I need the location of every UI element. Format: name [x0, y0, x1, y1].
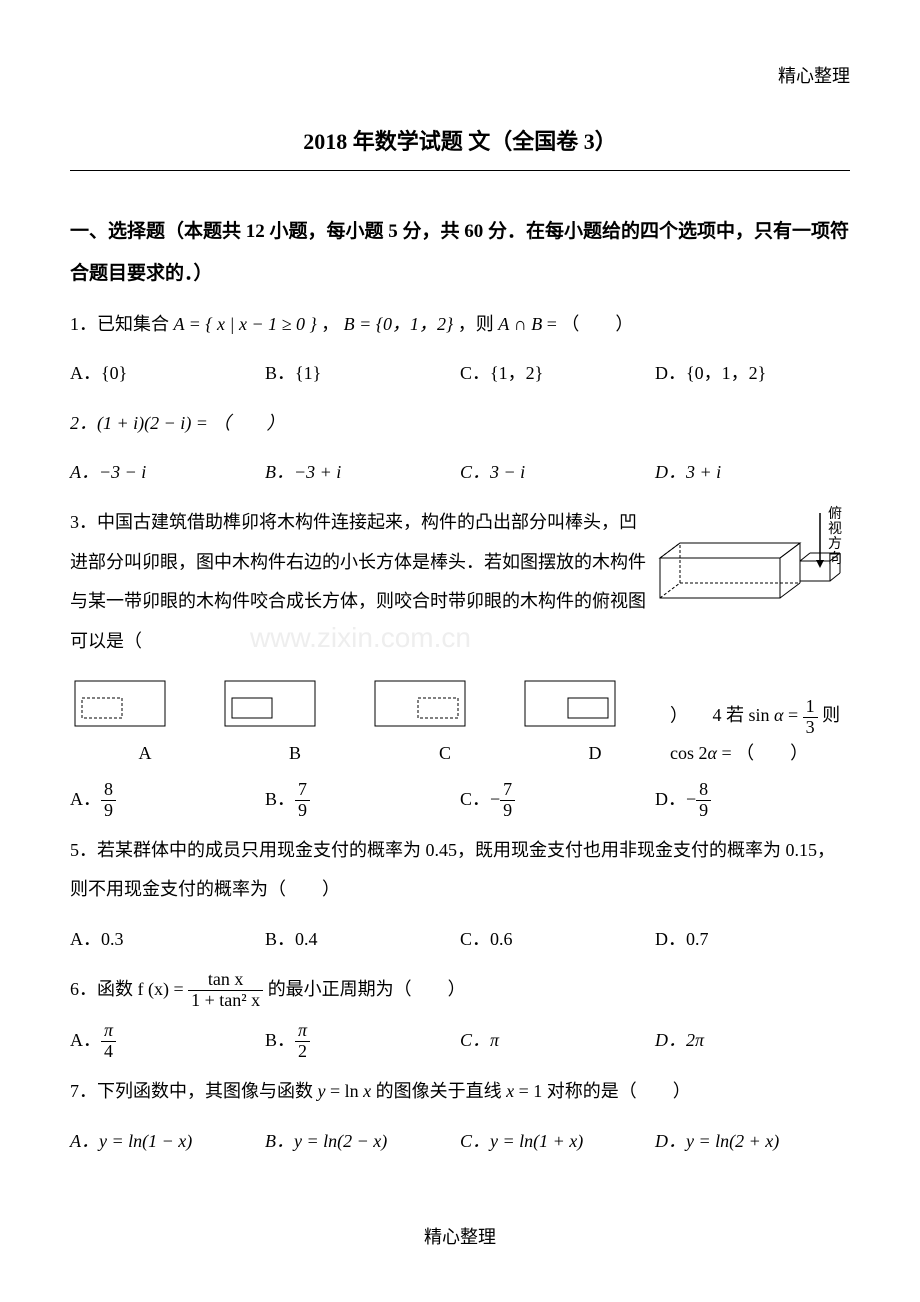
q6-option-d: D．2π: [655, 1021, 850, 1062]
q2-option-a: A．−3 − i: [70, 453, 265, 493]
svg-text:视: 视: [828, 521, 842, 537]
q7-option-c: C．y = ln(1 + x): [460, 1122, 655, 1162]
q2-option-c: C．3 − i: [460, 453, 655, 493]
q6-option-c: C．π: [460, 1021, 655, 1062]
q7-option-a: A．y = ln(1 − x): [70, 1122, 265, 1162]
option-a-icon: [70, 676, 170, 731]
q1-option-b: B．{1}: [265, 354, 460, 394]
question-1: 1．已知集合 A = { x | x − 1 ≥ 0 } ， B = {0，1，…: [70, 305, 850, 345]
page-footer: 精心整理: [70, 1221, 850, 1253]
q7-options: A．y = ln(1 − x) B．y = ln(2 − x) C．y = ln…: [70, 1122, 850, 1162]
q6-option-b: B．π2: [265, 1021, 460, 1062]
q3-closing-q4: ） 4 若 sin α = 13 则 cos 2α = （ ）: [670, 697, 850, 770]
q3-shape-c: C: [370, 676, 520, 769]
q4-sin-frac: 13: [803, 697, 818, 738]
q6-prefix: 6．函数 f (x) =: [70, 979, 188, 999]
q7-stem: 7．下列函数中，其图像与函数 y = ln x 的图像关于直线 x = 1 对称…: [70, 1081, 691, 1101]
option-c-icon: [370, 676, 470, 731]
q4-options: A．89 B．79 C．−79 D．−89: [70, 780, 850, 821]
q6-option-a: A．π4: [70, 1021, 265, 1062]
q5-option-c: C．0.6: [460, 920, 655, 960]
q3-label-c: C: [370, 737, 520, 769]
q3-label-b: B: [220, 737, 370, 769]
q3-figure: 俯 视 方 向: [650, 503, 850, 661]
q1-options: A．{0} B．{1} C．{1，2} D．{0，1，2}: [70, 354, 850, 394]
svg-text:方: 方: [828, 536, 842, 552]
question-2: 2．(1 + i)(2 − i) = （ ）: [70, 404, 850, 444]
q5-option-d: D．0.7: [655, 920, 850, 960]
question-7: 7．下列函数中，其图像与函数 y = ln x 的图像关于直线 x = 1 对称…: [70, 1072, 850, 1112]
question-3: 3．中国古建筑借助榫卯将木构件连接起来，构件的凸出部分叫棒头，凹进部分叫卯眼，图…: [70, 503, 850, 661]
q1-stem-suffix: ，则 A ∩ B = （ ）: [458, 314, 634, 334]
q7-option-d: D．y = ln(2 + x): [655, 1122, 850, 1162]
q6-frac: tan x 1 + tan² x: [188, 970, 263, 1011]
question-6: 6．函数 f (x) = tan x 1 + tan² x 的最小正周期为（ ）: [70, 970, 850, 1011]
q2-option-d: D．3 + i: [655, 453, 850, 493]
option-d-icon: [520, 676, 620, 731]
q6-suffix: 的最小正周期为（ ）: [268, 979, 466, 999]
q3-label-d: D: [520, 737, 670, 769]
q2-options: A．−3 − i B．−3 + i C．3 − i D．3 + i: [70, 453, 850, 493]
q1-option-a: A．{0}: [70, 354, 265, 394]
title-underline: [70, 170, 850, 171]
q3-shape-a: A: [70, 676, 220, 769]
q4-option-b: B．79: [265, 780, 460, 821]
q1-set-b: B = {0，1，2}: [344, 314, 454, 334]
svg-text:俯: 俯: [828, 506, 842, 522]
q1-stem-mid: ，: [321, 314, 344, 334]
q3-closing-paren: ）: [670, 705, 688, 725]
question-5: 5．若某群体中的成员只用现金支付的概率为 0.45，既用现金支付也用非现金支付的…: [70, 831, 850, 910]
page-header-right: 精心整理: [70, 60, 850, 92]
q1-stem-prefix: 1．已知集合: [70, 314, 174, 334]
page-title: 2018 年数学试题 文（全国卷 3）: [70, 122, 850, 162]
q3-shape-d: D: [520, 676, 670, 769]
q6-options: A．π4 B．π2 C．π D．2π: [70, 1021, 850, 1062]
section-1-header: 一、选择题（本题共 12 小题，每小题 5 分，共 60 分．在每小题给的四个选…: [70, 211, 850, 295]
option-b-icon: [220, 676, 320, 731]
q1-option-c: C．{1，2}: [460, 354, 655, 394]
q3-option-shapes: A B C D ） 4 若 sin α: [70, 676, 850, 769]
q4-option-d: D．−89: [655, 780, 850, 821]
q4-prefix: 4 若 sin α =: [713, 705, 803, 725]
q1-set-a: A = { x | x − 1 ≥ 0 }: [174, 314, 317, 334]
tenon-3d-icon: 俯 视 方 向: [650, 503, 850, 623]
q3-shape-b: B: [220, 676, 370, 769]
q3-stem: 3．中国古建筑借助榫卯将木构件连接起来，构件的凸出部分叫棒头，凹进部分叫卯眼，图…: [70, 503, 650, 661]
q5-option-b: B．0.4: [265, 920, 460, 960]
q7-option-b: B．y = ln(2 − x): [265, 1122, 460, 1162]
q4-option-c: C．−79: [460, 780, 655, 821]
q1-option-d: D．{0，1，2}: [655, 354, 850, 394]
q5-option-a: A．0.3: [70, 920, 265, 960]
q2-stem: 2．(1 + i)(2 − i) = （ ）: [70, 413, 284, 433]
q4-stem: 4 若 sin α = 13 则 cos 2α = （ ）: [670, 705, 840, 763]
q3-label-a: A: [70, 737, 220, 769]
q4-option-a: A．89: [70, 780, 265, 821]
q5-options: A．0.3 B．0.4 C．0.6 D．0.7: [70, 920, 850, 960]
q2-option-b: B．−3 + i: [265, 453, 460, 493]
